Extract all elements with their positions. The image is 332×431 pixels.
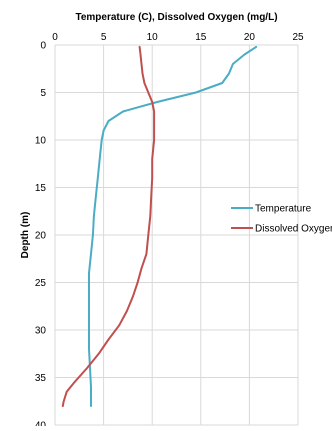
gridlines: [54, 44, 299, 426]
series-lines: [61, 45, 258, 407]
x-tick-label: 0: [52, 32, 58, 43]
x-axis-title: Temperature (C), Dissolved Oxygen (mg/L): [75, 12, 277, 23]
y-axis-title: Depth (m): [20, 212, 31, 259]
y-tick-label: 25: [35, 278, 47, 289]
x-tick-label: 10: [147, 32, 159, 43]
x-tick-label: 20: [244, 32, 256, 43]
legend-label-temperature: Temperature: [255, 204, 312, 215]
x-tick-label: 15: [195, 32, 207, 43]
y-tick-label: 15: [35, 183, 47, 194]
series-line-dissolved-oxygen: [61, 45, 156, 407]
x-tick-label: 5: [101, 32, 107, 43]
y-tick-label: 20: [35, 231, 47, 242]
y-tick-label: 40: [35, 421, 47, 427]
y-tick-label: 35: [35, 373, 47, 384]
tick-labels: 0 5 10 15 20 25 0 5 10 15 20 25 30 35 40: [35, 32, 304, 431]
y-tick-label: 10: [35, 136, 47, 147]
series-line-temperature: [88, 45, 258, 407]
y-tick-label: 30: [35, 326, 47, 337]
y-tick-label: 5: [40, 88, 46, 99]
legend-label-dissolved-oxygen: Dissolved Oxygen: [255, 224, 332, 235]
legend: Temperature Dissolved Oxygen: [231, 204, 332, 235]
x-tick-label: 25: [292, 32, 304, 43]
y-tick-label: 0: [40, 41, 46, 52]
